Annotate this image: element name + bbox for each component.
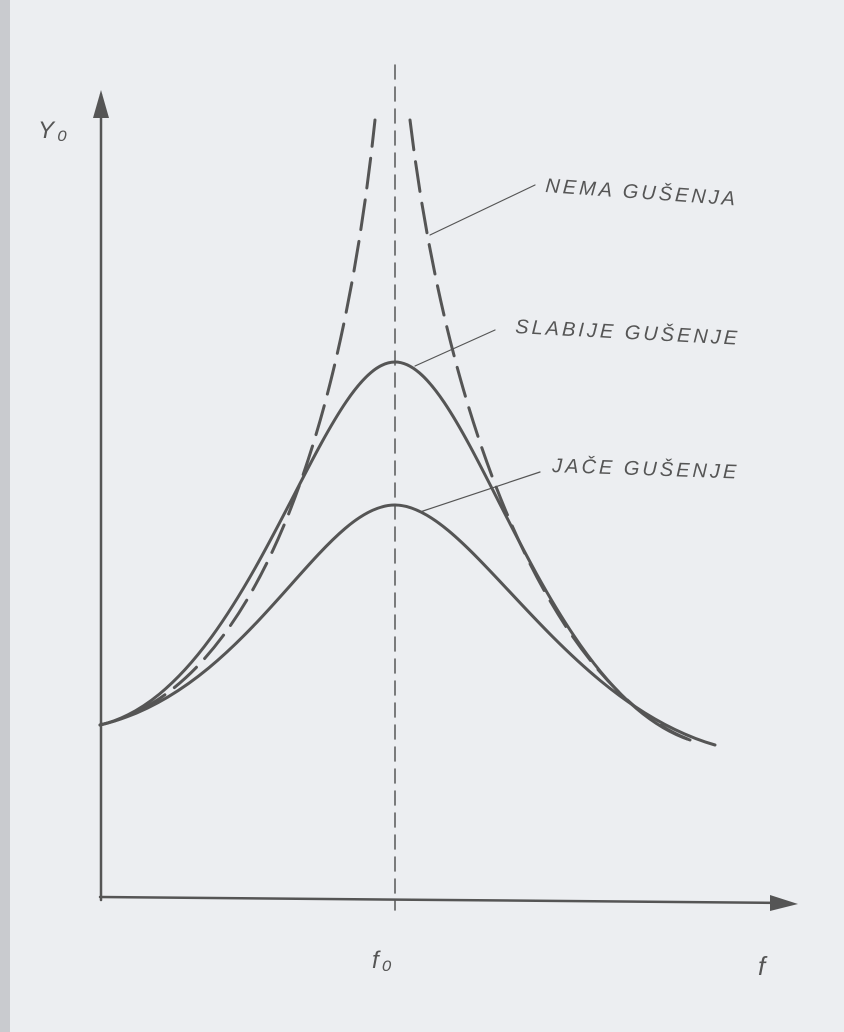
strong-damping-curve [98, 503, 717, 747]
y-arrow [93, 90, 109, 118]
x-arrow [770, 895, 798, 911]
leader [414, 329, 496, 367]
y-label: Y₀ [38, 117, 70, 144]
center-label: f₀ [372, 947, 395, 974]
x-axis [98, 895, 792, 905]
weak-damping-curve [98, 360, 692, 742]
leader [429, 184, 536, 236]
paper-edge [0, 0, 10, 1032]
undamped-left [98, 118, 377, 727]
leader [419, 471, 541, 513]
x-label: f [758, 951, 768, 981]
